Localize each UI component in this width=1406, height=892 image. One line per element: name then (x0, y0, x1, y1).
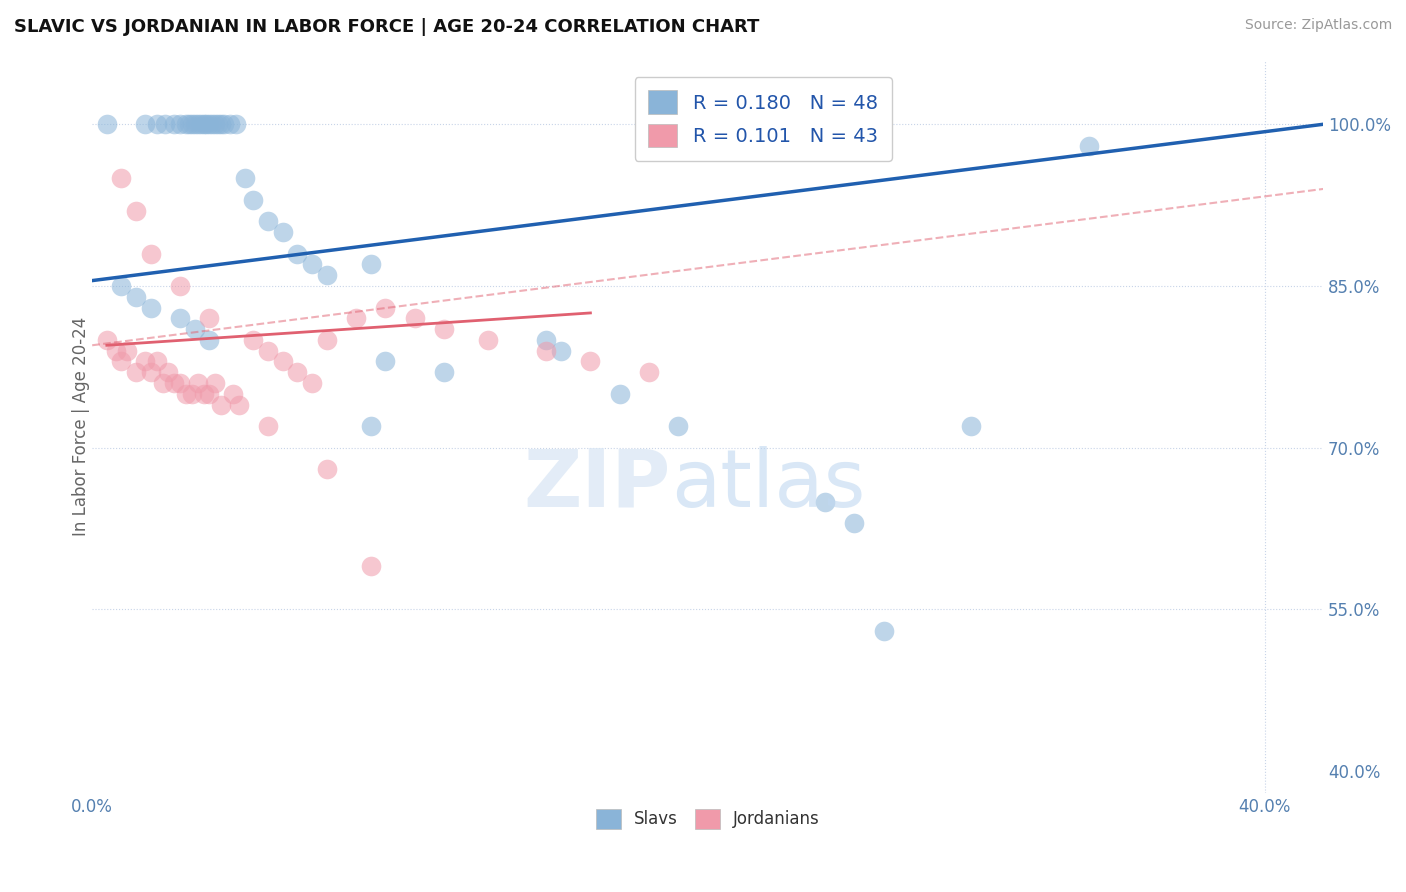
Point (104, 343, 127, 358)
Point (301, 257, 323, 271)
Point (184, 117, 207, 131)
Point (155, 117, 177, 131)
Point (257, 419, 280, 434)
Point (1077, 138, 1099, 153)
Point (285, 365, 308, 379)
Point (374, 301, 396, 315)
Text: Source: ZipAtlas.com: Source: ZipAtlas.com (1244, 18, 1392, 32)
Point (433, 365, 456, 379)
Point (844, 516, 866, 530)
Point (180, 386, 202, 401)
Point (285, 246, 308, 260)
Point (169, 279, 191, 293)
Point (169, 117, 191, 131)
Point (180, 117, 202, 131)
Point (209, 398, 232, 412)
Text: ZIP: ZIP (523, 446, 671, 524)
Point (204, 376, 226, 390)
Point (125, 203, 148, 218)
Point (609, 386, 631, 401)
Point (117, 343, 139, 358)
Point (228, 398, 250, 412)
Point (433, 322, 456, 336)
Point (125, 365, 148, 379)
Point (145, 354, 167, 368)
Point (536, 343, 558, 358)
Point (242, 193, 264, 207)
Point (177, 117, 200, 131)
Text: SLAVIC VS JORDANIAN IN LABOR FORCE | AGE 20-24 CORRELATION CHART: SLAVIC VS JORDANIAN IN LABOR FORCE | AGE… (14, 18, 759, 36)
Point (198, 311, 221, 326)
Point (195, 117, 218, 131)
Point (198, 333, 221, 347)
Point (638, 365, 661, 379)
Point (163, 376, 186, 390)
Point (96, 333, 118, 347)
Point (163, 117, 186, 131)
Point (257, 343, 280, 358)
Point (190, 117, 212, 131)
Point (666, 419, 689, 434)
Point (360, 257, 382, 271)
Point (212, 117, 235, 131)
Point (404, 311, 426, 326)
Point (96, 117, 118, 131)
Point (110, 279, 132, 293)
Point (204, 117, 226, 131)
Point (315, 462, 337, 476)
Point (315, 268, 337, 283)
Point (315, 333, 337, 347)
Point (174, 386, 197, 401)
Text: atlas: atlas (671, 446, 865, 524)
Point (198, 117, 221, 131)
Point (222, 386, 245, 401)
Point (134, 354, 156, 368)
Point (139, 246, 162, 260)
Point (139, 301, 162, 315)
Point (271, 354, 294, 368)
Point (960, 419, 983, 434)
Point (344, 311, 367, 326)
Point (257, 214, 280, 228)
Point (374, 354, 396, 368)
Point (550, 343, 572, 358)
Point (157, 365, 180, 379)
Point (814, 494, 837, 508)
Point (110, 354, 132, 368)
Point (184, 322, 207, 336)
Point (579, 354, 602, 368)
Point (360, 419, 382, 434)
Point (477, 333, 499, 347)
Point (201, 117, 224, 131)
Point (872, 624, 894, 638)
Point (169, 376, 191, 390)
Point (187, 117, 209, 131)
Y-axis label: In Labor Force | Age 20-24: In Labor Force | Age 20-24 (72, 317, 90, 536)
Point (174, 117, 197, 131)
Point (536, 333, 558, 347)
Point (169, 311, 191, 326)
Point (125, 290, 148, 304)
Point (139, 365, 162, 379)
Point (193, 117, 215, 131)
Point (225, 117, 247, 131)
Point (207, 117, 229, 131)
Point (134, 117, 156, 131)
Point (271, 225, 294, 239)
Point (219, 117, 242, 131)
Point (209, 117, 232, 131)
Point (301, 376, 323, 390)
Point (193, 386, 215, 401)
Point (110, 171, 132, 186)
Point (360, 559, 382, 574)
Point (233, 171, 256, 186)
Point (187, 376, 209, 390)
Legend: Slavs, Jordanians: Slavs, Jordanians (589, 802, 827, 836)
Point (145, 117, 167, 131)
Point (198, 386, 221, 401)
Point (242, 333, 264, 347)
Point (152, 376, 174, 390)
